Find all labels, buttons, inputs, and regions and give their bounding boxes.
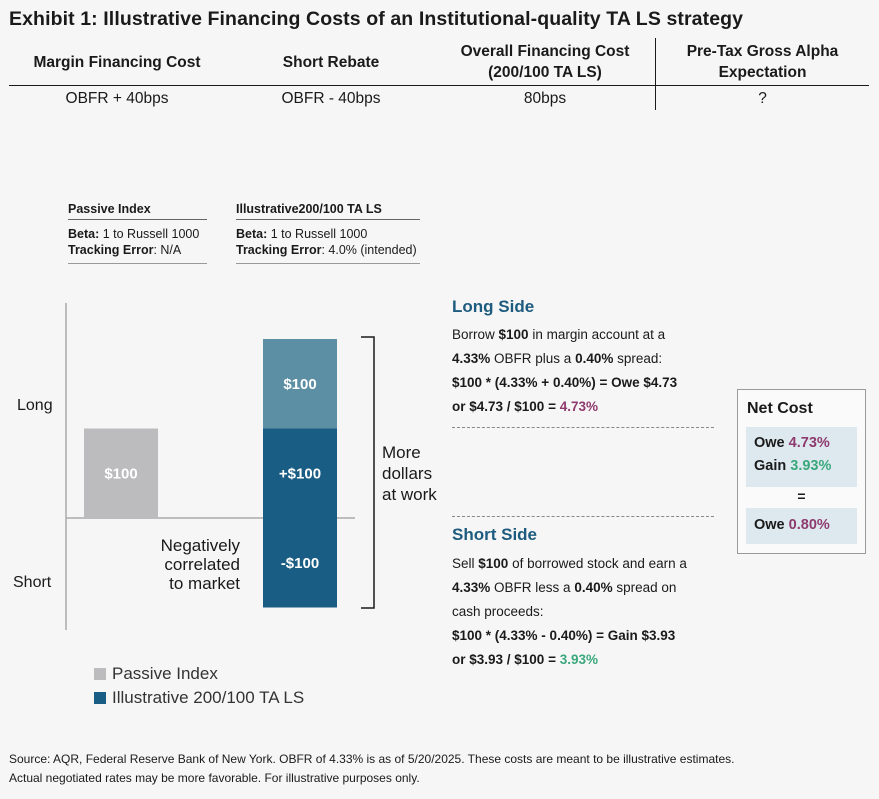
bracket-annotation: More dollars at work bbox=[382, 443, 437, 504]
bracket bbox=[361, 336, 375, 609]
legend-swatch-tals bbox=[94, 692, 106, 704]
bar-label-tals-0: +$100 bbox=[279, 465, 321, 482]
negative-correlation-annotation: Negatively correlated to market bbox=[160, 536, 240, 593]
short-side-header: Short Side bbox=[452, 525, 538, 544]
net-cost-owe-gain: Owe 4.73% Gain 3.93% bbox=[746, 427, 857, 487]
legend-item-passive: Passive Index bbox=[94, 664, 304, 684]
bar-label-passive-0: $100 bbox=[104, 465, 137, 482]
table-cell-overall: 80bps bbox=[523, 90, 567, 107]
table-header-rebate: Short Rebate bbox=[282, 54, 380, 71]
bar-tals-0 bbox=[263, 428, 337, 518]
table-header-margin: Margin Financing Cost bbox=[33, 54, 201, 71]
bar-tals-2 bbox=[263, 518, 337, 608]
table-cell-alpha: ? bbox=[758, 90, 767, 107]
long-divider bbox=[452, 427, 714, 428]
page-title: Exhibit 1: Illustrative Financing Costs … bbox=[9, 8, 744, 30]
passive-info-box: Passive Index Beta: 1 to Russell 1000 Tr… bbox=[68, 202, 207, 264]
tals-info-box: Illustrative200/100 TA LS Beta: 1 to Rus… bbox=[236, 202, 420, 264]
chart: $100 +$100 $100 -$100 bbox=[65, 303, 375, 630]
bar-label-tals-2: -$100 bbox=[281, 555, 319, 572]
net-cost-result: Owe 0.80% bbox=[746, 508, 857, 544]
axis-label-long: Long bbox=[17, 397, 53, 414]
long-side-header: Long Side bbox=[452, 297, 535, 316]
short-side-text: Sell $100 of borrowed stock and earn a 4… bbox=[452, 556, 687, 667]
table-vertical-divider bbox=[655, 38, 656, 110]
net-cost-equals: = bbox=[797, 488, 806, 504]
bar-passive-0 bbox=[84, 428, 158, 518]
table-cell-margin: OBFR + 40bps bbox=[65, 90, 169, 107]
passive-info-title: Passive Index bbox=[68, 202, 151, 216]
legend: Passive Index Illustrative 200/100 TA LS bbox=[94, 664, 304, 708]
table-header-alpha: Pre-Tax Gross Alpha Expectation bbox=[686, 43, 839, 81]
bar-tals-1 bbox=[263, 339, 337, 429]
short-divider bbox=[452, 516, 714, 517]
legend-swatch-passive bbox=[94, 668, 106, 680]
table-cell-rebate: OBFR - 40bps bbox=[281, 90, 381, 107]
long-side-text: Borrow $100 in margin account at a 4.33%… bbox=[452, 327, 678, 414]
tals-info-title: Illustrative200/100 TA LS bbox=[236, 202, 382, 216]
axis-label-short: Short bbox=[13, 574, 52, 591]
table-header-overall: Overall Financing Cost (200/100 TA LS) bbox=[460, 43, 630, 81]
net-cost-box: Net Cost Owe 4.73% Gain 3.93% = Owe 0.80… bbox=[737, 389, 866, 554]
net-cost-title: Net Cost bbox=[747, 400, 813, 417]
table-divider bbox=[9, 85, 869, 86]
legend-item-tals: Illustrative 200/100 TA LS bbox=[94, 688, 304, 708]
source-note: Source: AQR, Federal Reserve Bank of New… bbox=[9, 752, 735, 785]
bar-label-tals-1: $100 bbox=[283, 376, 316, 393]
